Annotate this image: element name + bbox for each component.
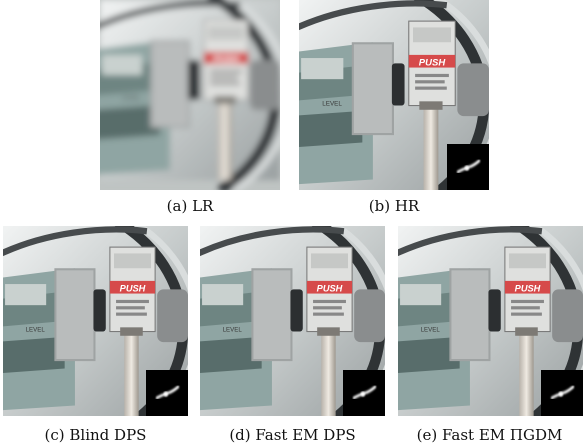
blind-dps-kernel-inset xyxy=(146,370,188,416)
fast-em-dps-kernel-inset xyxy=(343,370,385,416)
caption-fast-em-pigdm: (e) Fast EM ΠGDM xyxy=(416,426,563,444)
caption-hr: (b) HR xyxy=(368,197,420,215)
image-hr xyxy=(299,0,489,190)
lr-scene xyxy=(100,0,280,190)
caption-blind-dps: (c) Blind DPS xyxy=(44,426,147,444)
caption-lr: (a) LR xyxy=(166,197,214,215)
caption-fast-em-dps: (d) Fast EM DPS xyxy=(229,426,356,444)
image-blind-dps xyxy=(3,226,188,416)
image-fast-em-pigdm xyxy=(398,226,583,416)
image-fast-em-dps xyxy=(200,226,385,416)
fast-em-pigdm-kernel-inset xyxy=(541,370,583,416)
image-lr xyxy=(100,0,280,190)
hr-kernel-inset xyxy=(447,144,489,190)
